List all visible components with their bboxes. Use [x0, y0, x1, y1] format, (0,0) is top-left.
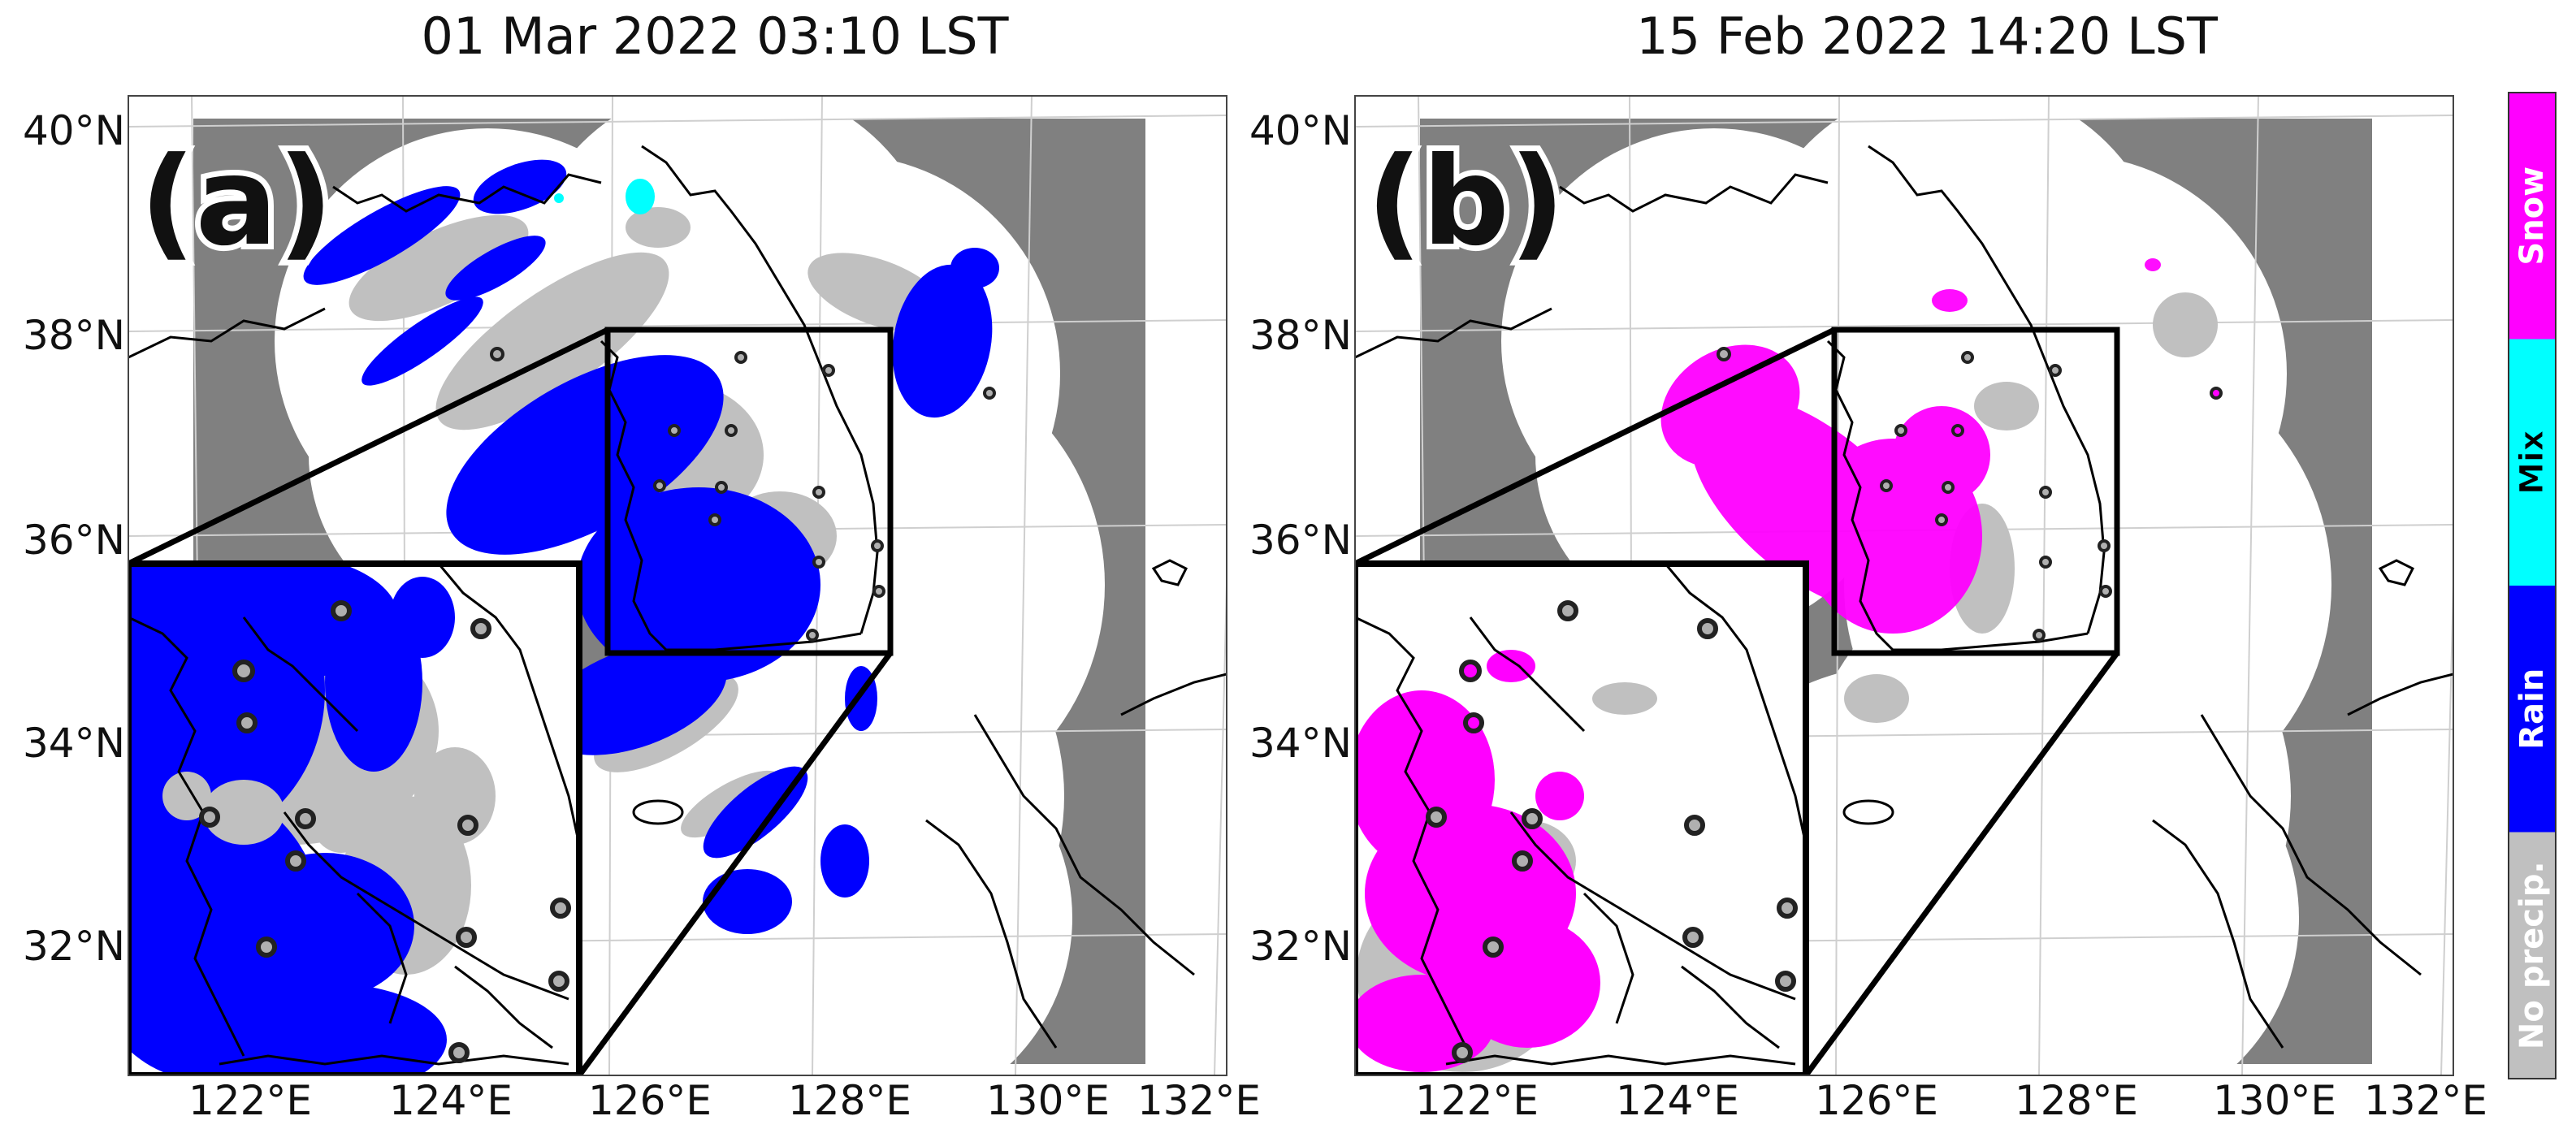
panel-a-coastline	[128, 145, 1227, 1049]
panel-b-title: 15 Feb 2022 14:20 LST	[1636, 6, 2219, 66]
x-tick-label: 130°E	[2213, 1077, 2336, 1124]
panel-a-zoom-connector	[128, 327, 609, 567]
y-tick-label: 32°N	[1249, 923, 1352, 970]
colorbar-segment	[2509, 339, 2556, 586]
colorbar-label: No precip.	[2513, 861, 2551, 1049]
y-tick-label: 38°N	[1249, 312, 1352, 359]
x-tick-label: 122°E	[188, 1077, 312, 1124]
x-tick-label: 132°E	[2364, 1077, 2487, 1124]
panel-b-coastline	[1355, 145, 2453, 1049]
x-tick-label: 132°E	[1137, 1077, 1261, 1124]
panel-a-label: (a)	[140, 132, 333, 273]
x-tick-label: 126°E	[588, 1077, 712, 1124]
panel-b-zoom-connector	[1803, 651, 2119, 1075]
y-tick-label: 32°N	[23, 923, 125, 970]
colorbar-label: Snow	[2513, 167, 2551, 266]
panel-a-rain-area	[303, 159, 999, 934]
panel-a-zoom-connector	[577, 651, 893, 1075]
panel-b-frame	[1354, 95, 2454, 1076]
y-tick-label: 34°N	[23, 720, 125, 767]
y-tick-label: 34°N	[1249, 720, 1352, 767]
panel-a-title: 01 Mar 2022 03:10 LST	[422, 6, 1010, 66]
x-tick-label: 124°E	[389, 1077, 513, 1124]
y-tick-label: 38°N	[23, 312, 125, 359]
colorbar-segment	[2509, 93, 2556, 340]
panel-b-label: (b)	[1366, 132, 1565, 273]
panel-b-inset	[1355, 560, 1809, 1075]
colorbar-label: Mix	[2513, 430, 2551, 495]
panel-a-radar-sites	[490, 347, 996, 642]
panel-a-inset	[128, 560, 582, 1075]
colorbar-frame	[2508, 92, 2557, 1079]
x-tick-label: 128°E	[788, 1077, 911, 1124]
panel-a-zoom-box	[604, 327, 894, 656]
x-tick-label: 130°E	[986, 1077, 1110, 1124]
x-tick-label: 124°E	[1616, 1077, 1739, 1124]
x-tick-label: 122°E	[1415, 1077, 1539, 1124]
colorbar: Snow Mix Rain No precip.	[2508, 92, 2557, 1079]
y-tick-label: 36°N	[23, 517, 125, 564]
y-tick-label: 36°N	[1249, 517, 1352, 564]
panel-a-x-axis: 122°E 124°E 126°E 128°E 130°E 132°E	[188, 1077, 1261, 1124]
map-panel-a: 01 Mar 2022 03:10 LST	[23, 6, 1261, 1124]
panel-a-mix-area	[554, 179, 655, 214]
panel-b-zoom-connector	[1355, 327, 1836, 567]
panel-b-zoom-box	[1831, 327, 2120, 656]
colorbar-label: Rain	[2513, 668, 2551, 750]
y-tick-label: 40°N	[1249, 107, 1352, 154]
panel-b-y-axis: 40°N 38°N 36°N 34°N 32°N	[1249, 107, 1352, 970]
map-panel-b: 15 Feb 2022 14:20 LST	[1249, 6, 2487, 1124]
x-tick-label: 128°E	[2015, 1077, 2138, 1124]
panel-b-radar-sites	[1717, 347, 2223, 642]
x-tick-label: 126°E	[1815, 1077, 1938, 1124]
panel-b-x-axis: 122°E 124°E 126°E 128°E 130°E 132°E	[1415, 1077, 2487, 1124]
panel-a-y-axis: 40°N 38°N 36°N 34°N 32°N	[23, 107, 125, 970]
panel-b-snow-area	[1660, 258, 2161, 634]
panel-a-frame	[128, 95, 1227, 1076]
colorbar-segment	[2509, 832, 2556, 1079]
colorbar-segment	[2509, 586, 2556, 833]
y-tick-label: 40°N	[23, 107, 125, 154]
